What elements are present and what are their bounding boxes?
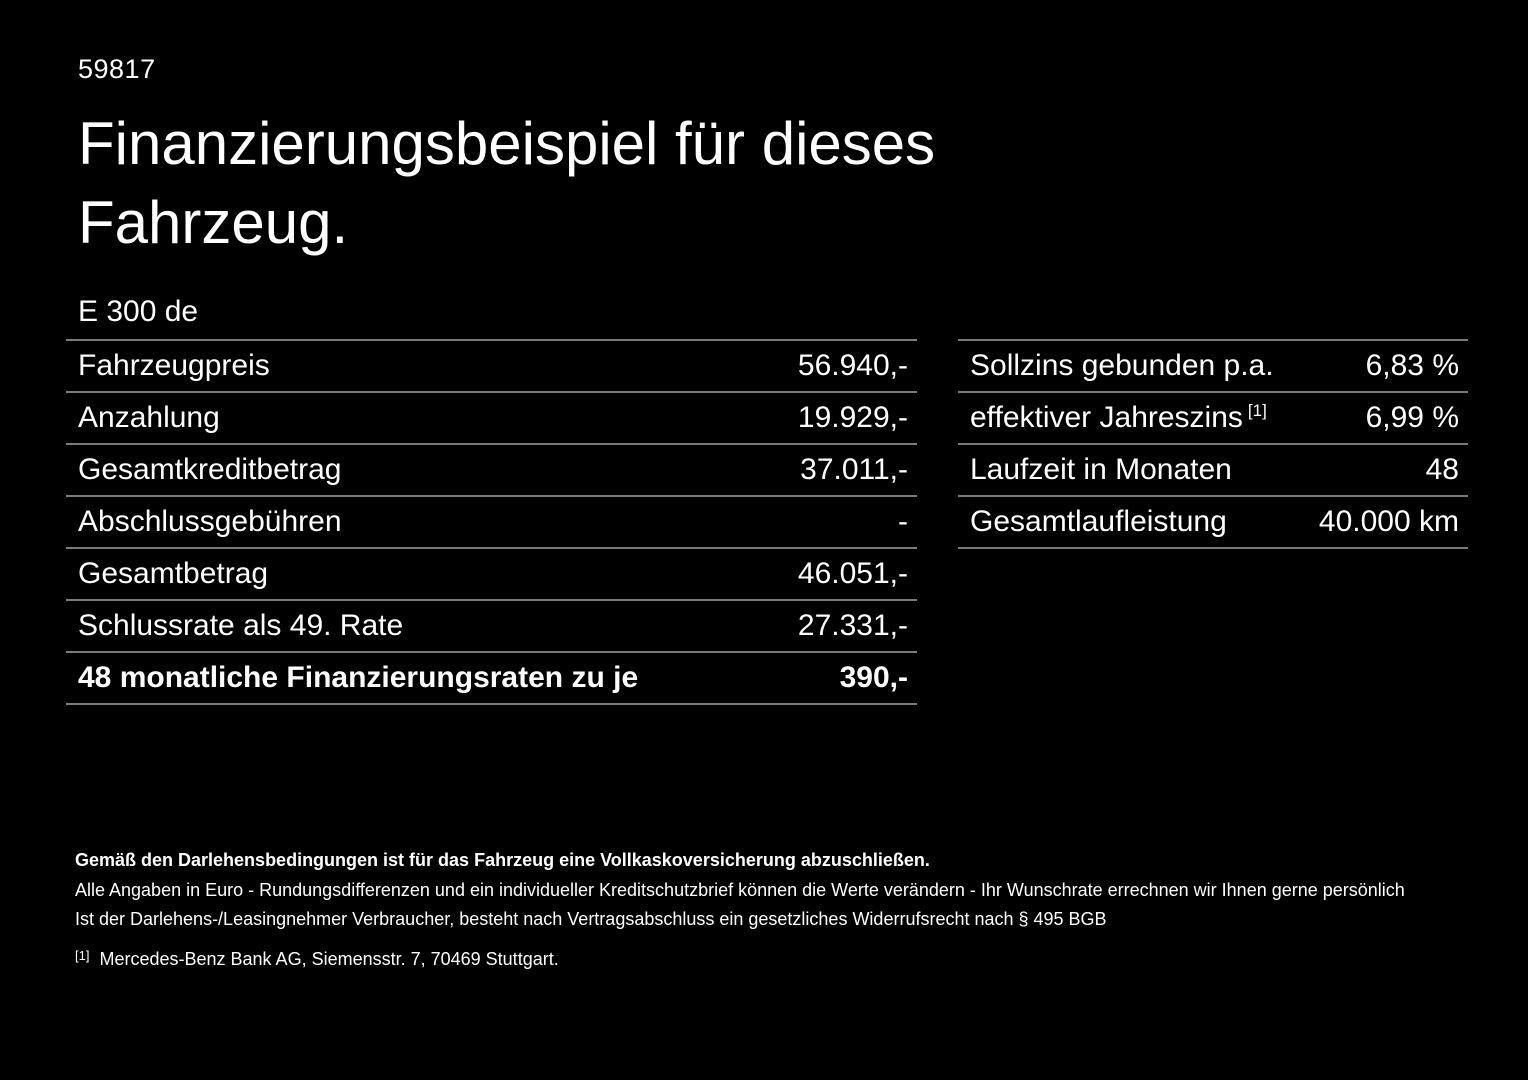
table-row-anzahlung: Anzahlung 19.929,- xyxy=(66,391,917,443)
row-label: 48 monatliche Finanzierungsraten zu je xyxy=(78,661,639,694)
row-value: 19.929,- xyxy=(797,401,908,434)
table-row-schlussrate: Schlussrate als 49. Rate 27.331,- xyxy=(66,599,917,651)
financing-conditions-table: Sollzins gebunden p.a. 6,83 % effektiver… xyxy=(958,339,1468,549)
row-label: Gesamtbetrag xyxy=(78,557,269,590)
row-label: Laufzeit in Monaten xyxy=(970,453,1232,486)
footnote-text: Mercedes-Benz Bank AG, Siemensstr. 7, 70… xyxy=(99,949,559,969)
row-label: Sollzins gebunden p.a. xyxy=(970,349,1274,382)
row-value: 37.011,- xyxy=(800,453,908,486)
note-euro-disclaimer: Alle Angaben in Euro - Rundungsdifferenz… xyxy=(75,880,1405,900)
table-row-laufzeit: Laufzeit in Monaten 48 xyxy=(958,443,1468,495)
row-label: effektiver Jahreszins [1] xyxy=(970,401,1267,434)
financing-amounts-table: Fahrzeugpreis 56.940,- Anzahlung 19.929,… xyxy=(66,339,917,705)
row-value: 6,83 % xyxy=(1365,349,1459,382)
row-value: 40.000 km xyxy=(1318,505,1459,538)
footnote-marker: [1] xyxy=(75,948,90,963)
table-row-gesamtkreditbetrag: Gesamtkreditbetrag 37.011,- xyxy=(66,443,917,495)
row-label: Abschlussgebühren xyxy=(78,505,342,538)
note-widerrufsrecht: Ist der Darlehens-/Leasingnehmer Verbrau… xyxy=(75,909,1107,929)
note-insurance-requirement: Gemäß den Darlehensbedingungen ist für d… xyxy=(75,850,930,870)
row-value: 56.940,- xyxy=(797,349,908,382)
row-label: Anzahlung xyxy=(78,401,220,434)
vehicle-offer-number: 59817 xyxy=(78,54,156,84)
row-label: Gesamtkreditbetrag xyxy=(78,453,342,486)
table-row-fahrzeugpreis: Fahrzeugpreis 56.940,- xyxy=(66,339,917,391)
row-label: Schlussrate als 49. Rate xyxy=(78,609,404,642)
page-title: Finanzierungsbeispiel für dieses Fahrzeu… xyxy=(78,110,936,256)
table-row-effektiver-jahreszins: effektiver Jahreszins [1] 6,99 % xyxy=(958,391,1468,443)
row-value: - xyxy=(898,505,908,538)
footnote-bank-address: [1] Mercedes-Benz Bank AG, Siemensstr. 7,… xyxy=(75,944,559,971)
table-row-gesamtbetrag: Gesamtbetrag 46.051,- xyxy=(66,547,917,599)
table-row-gesamtlaufleistung: Gesamtlaufleistung 40.000 km xyxy=(958,495,1468,547)
row-label: Gesamtlaufleistung xyxy=(970,505,1227,538)
row-value: 6,99 % xyxy=(1365,401,1459,434)
row-value: 27.331,- xyxy=(797,609,908,642)
vehicle-model-name: E 300 de xyxy=(78,295,199,328)
table-row-abschlussgebuehren: Abschlussgebühren - xyxy=(66,495,917,547)
row-value: 390,- xyxy=(839,661,908,694)
table-row-monatsrate: 48 monatliche Finanzierungsraten zu je 3… xyxy=(66,651,917,703)
footnote-reference: [1] xyxy=(1247,401,1267,420)
row-label: Fahrzeugpreis xyxy=(78,349,270,382)
table-row-sollzins: Sollzins gebunden p.a. 6,83 % xyxy=(958,339,1468,391)
row-value: 46.051,- xyxy=(797,557,908,590)
row-value: 48 xyxy=(1425,453,1459,486)
